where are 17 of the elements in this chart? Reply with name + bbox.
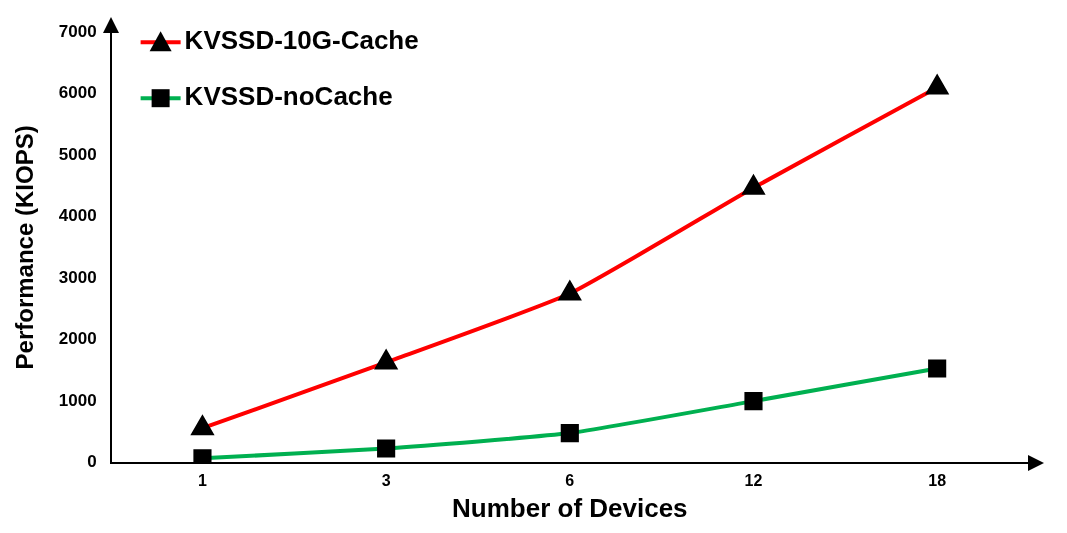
y-tick-label: 0: [87, 452, 97, 472]
y-tick-label: 7000: [58, 21, 97, 41]
legend-label: KVSSD-noCache: [184, 81, 393, 112]
x-axis-title: Number of Devices: [452, 492, 688, 523]
y-tick-label: 5000: [58, 144, 97, 164]
x-tick-label: 1: [198, 471, 207, 489]
x-tick-label: 6: [565, 471, 575, 489]
y-tick-label: 1000: [58, 390, 97, 410]
y-tick-label: 6000: [58, 83, 97, 103]
x-tick-label: 3: [381, 471, 391, 489]
y-tick-label: 3000: [58, 267, 97, 287]
y-tick-label: 2000: [58, 329, 97, 349]
x-tick-label: 12: [744, 471, 763, 489]
legend-label: KVSSD-10G-Cache: [184, 25, 419, 56]
y-axis-title: Performance (KIOPS): [11, 125, 39, 370]
y-tick-label: 4000: [58, 206, 97, 226]
x-tick-label: 18: [928, 471, 947, 489]
